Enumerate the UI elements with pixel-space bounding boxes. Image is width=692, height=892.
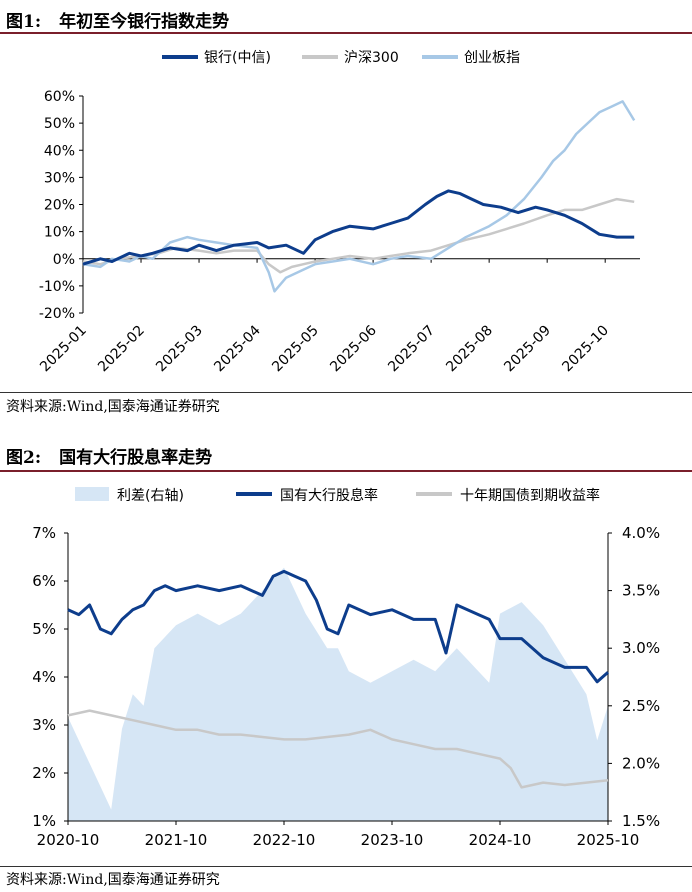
figure2-source: 资料来源:Wind,国泰海通证券研究	[6, 872, 220, 888]
x-tick-label: 2021-10	[145, 831, 208, 849]
legend-label-3: 创业板指	[464, 50, 520, 66]
figure1-bottom-rule	[0, 392, 692, 393]
legend-swatch-1	[75, 487, 109, 501]
x-tick-label: 2025-01	[37, 323, 90, 376]
x-tick-label: 2025-06	[327, 322, 380, 375]
x-tick-label: 2025-07	[385, 323, 438, 376]
figure1-number: 图1:	[6, 12, 42, 32]
x-tick-label: 2025-02	[95, 323, 148, 376]
y-tick-label: -20%	[39, 306, 75, 322]
x-tick-label: 2025-05	[269, 323, 322, 376]
legend-label-1: 银行(中信)	[204, 50, 271, 66]
y-tick-label: 20%	[44, 198, 75, 214]
x-tick-label: 2020-10	[37, 831, 100, 849]
y-tick-label-right: 2.5%	[622, 697, 660, 715]
y-tick-label: 50%	[44, 116, 75, 132]
figure1-title-text: 年初至今银行指数走势	[59, 12, 230, 32]
y-tick-label-left: 6%	[32, 572, 56, 590]
series-line-3	[82, 100, 636, 293]
legend-label-3: 十年期国债到期收益率	[460, 487, 600, 504]
figure2-title-text: 国有大行股息率走势	[59, 448, 213, 468]
y-tick-label-left: 2%	[32, 764, 56, 782]
figure2-number: 图2:	[6, 448, 42, 468]
figure2-bottom-rule	[0, 866, 692, 867]
y-tick-label-right: 2.0%	[622, 754, 660, 772]
series-line-2	[67, 569, 609, 684]
x-tick-label: 2025-04	[211, 322, 264, 375]
y-tick-label-right: 1.5%	[622, 812, 660, 830]
figure1-title: 图1: 年初至今银行指数走势	[6, 7, 229, 32]
figure2-top-rule	[0, 470, 692, 472]
y-tick-label-right: 3.0%	[622, 639, 660, 657]
y-tick-label-left: 1%	[32, 812, 56, 830]
figure1-source: 资料来源:Wind,国泰海通证券研究	[6, 399, 220, 415]
chart2: 利差(右轴) 国有大行股息率 十年期国债到期收益率 7% 6% 5% 4% 3% 2% 1% 4.0…	[32, 487, 660, 849]
legend-label-2: 沪深300	[344, 50, 399, 66]
x-tick-label: 2023-10	[361, 831, 424, 849]
chart1: 银行(中信) 沪深300 创业板指 60% 50% 40% 30% 20% 10% 0% -10% -…	[37, 50, 640, 376]
figure2-title: 图2: 国有大行股息率走势	[6, 443, 212, 468]
x-tick-label: 2025-09	[501, 323, 554, 376]
y-tick-label: 40%	[44, 143, 75, 159]
y-tick-label: 0%	[53, 252, 75, 268]
legend-label-1: 利差(右轴)	[117, 488, 184, 504]
y-tick-label-left: 7%	[32, 524, 56, 542]
legend-label-2: 国有大行股息率	[280, 487, 378, 504]
series-line-1	[82, 189, 635, 266]
y-tick-label: 30%	[44, 170, 75, 186]
y-tick-label: 10%	[44, 225, 75, 241]
y-tick-label-left: 4%	[32, 668, 56, 686]
y-tick-label-left: 3%	[32, 716, 56, 734]
x-tick-label: 2024-10	[469, 831, 532, 849]
series-line-3	[67, 709, 609, 789]
x-tick-label: 2022-10	[253, 831, 316, 849]
y-tick-label-right: 4.0%	[622, 524, 660, 542]
y-tick-label-right: 3.5%	[622, 582, 660, 600]
x-tick-label: 2025-08	[443, 323, 496, 376]
y-tick-label: 60%	[44, 89, 75, 105]
x-tick-label: 2025-10	[577, 831, 640, 849]
figure1-top-rule	[0, 32, 692, 34]
x-tick-label: 2025-03	[153, 323, 206, 376]
series-area-1	[68, 567, 608, 821]
x-tick-label: 2025-10	[559, 323, 612, 376]
y-tick-label-left: 5%	[32, 620, 56, 638]
y-tick-label: -10%	[39, 279, 75, 295]
